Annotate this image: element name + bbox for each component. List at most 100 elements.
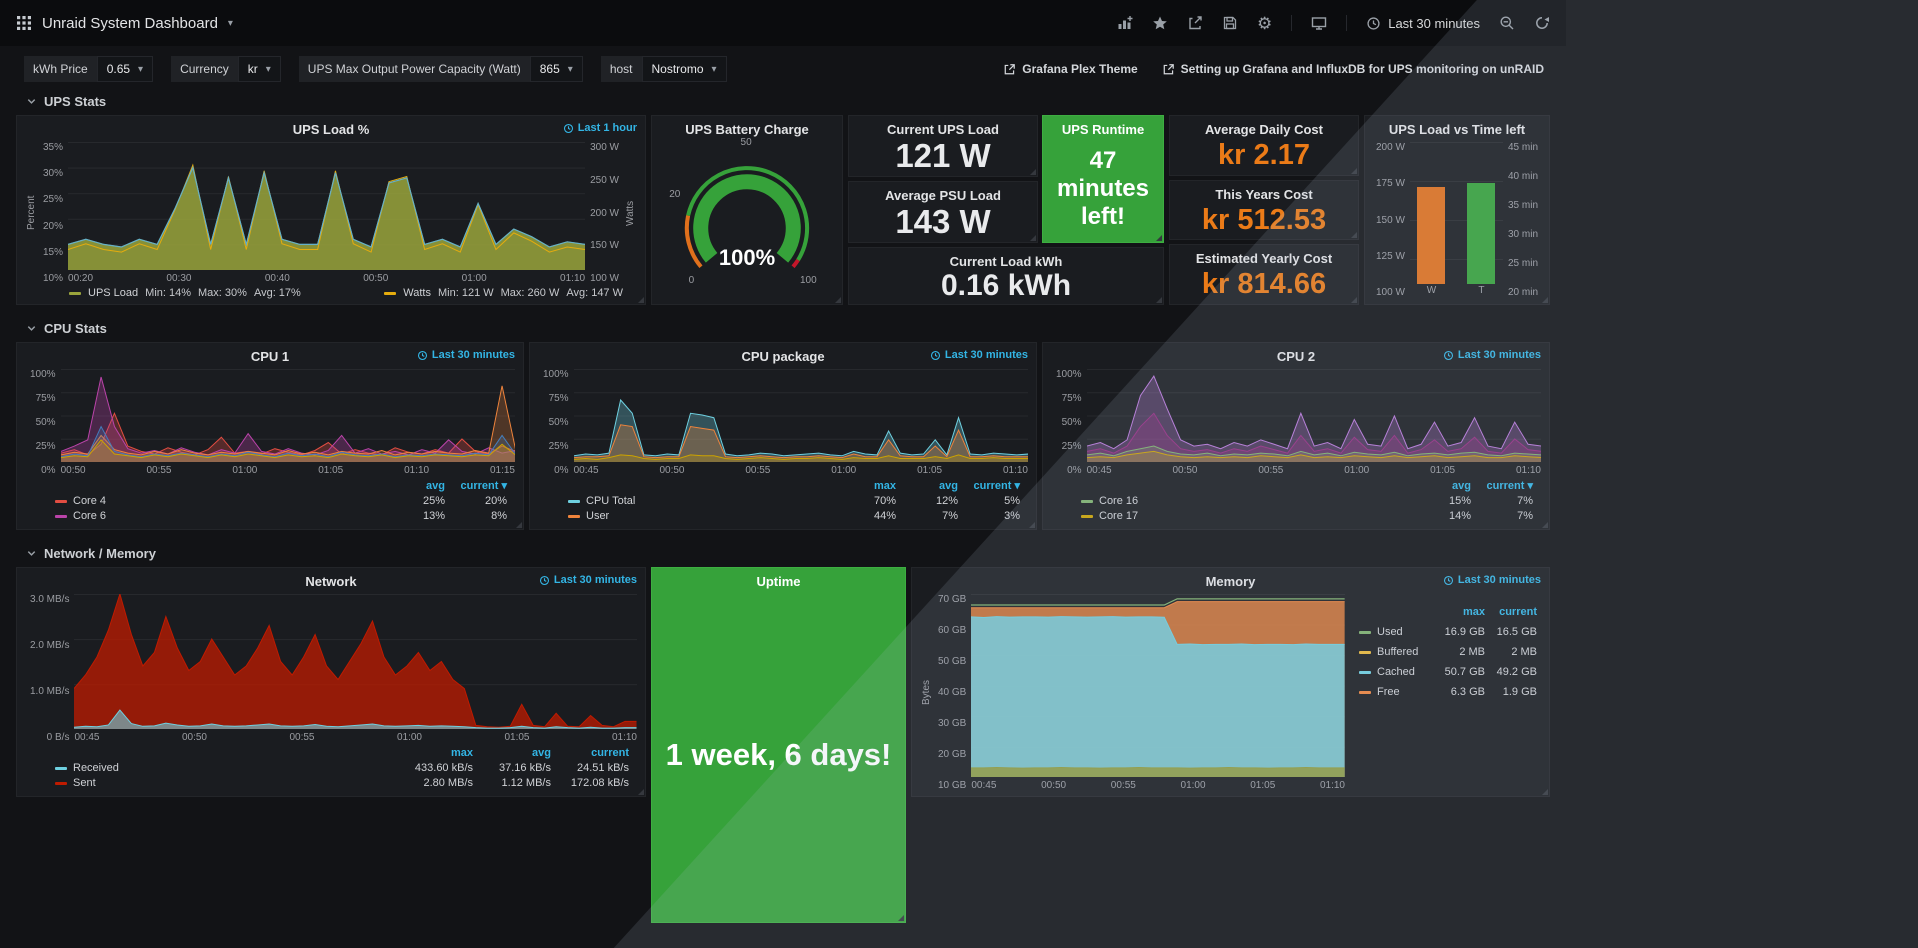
legend-column-header[interactable]: max — [1462, 606, 1485, 618]
variable-currency[interactable]: Currency kr ▾ — [171, 56, 281, 82]
panel-title[interactable]: This Years Cost — [1215, 186, 1313, 202]
legend-series[interactable]: Watts Min: 121 W Max: 260 W Avg: 147 W — [384, 287, 623, 299]
variable-kwh-price[interactable]: kWh Price 0.65 ▾ — [24, 56, 154, 82]
battery-gauge[interactable]: 0 20 50 100 100% — [666, 137, 828, 298]
section-cpu-stats[interactable]: CPU Stats — [26, 321, 1566, 336]
legend-column-header[interactable]: max — [873, 480, 896, 492]
panel-title[interactable]: CPU 1 — [250, 349, 290, 364]
network-chart[interactable] — [74, 594, 637, 729]
link-grafana-influxdb-guide[interactable]: Setting up Grafana and InfluxDB for UPS … — [1162, 62, 1544, 76]
legend-series-label[interactable]: Core 6 — [55, 509, 383, 524]
panel-title[interactable]: Memory — [1205, 574, 1256, 589]
panel-time-override[interactable]: Last 30 minutes — [1443, 349, 1541, 361]
axis-tick: 15% — [43, 246, 64, 258]
axis-tick: 01:10 — [1319, 780, 1345, 791]
panel-title[interactable]: UPS Load % — [292, 122, 370, 137]
legend-column-header[interactable]: avg — [426, 480, 445, 492]
legend-series-label[interactable]: Free — [1359, 682, 1433, 702]
panel-title[interactable]: CPU 2 — [1276, 349, 1316, 364]
variable-label: host — [600, 56, 642, 82]
panel-title[interactable]: Network — [305, 574, 357, 589]
legend-series-label[interactable]: Watts — [403, 287, 431, 299]
variable-value-dropdown[interactable]: 0.65 ▾ — [96, 56, 154, 82]
bar[interactable] — [1467, 182, 1496, 284]
bar[interactable] — [1417, 187, 1446, 284]
legend-series-label[interactable]: Used — [1359, 622, 1433, 642]
legend-series-label[interactable]: CPU Total — [568, 494, 834, 509]
cpu2-chart[interactable] — [1086, 369, 1541, 462]
x-axis: 00:50 00:55 01:00 01:05 01:10 01:15 — [61, 462, 515, 476]
kiosk-monitor-icon[interactable] — [1311, 15, 1327, 31]
legend-series-label[interactable]: Sent — [55, 776, 395, 791]
legend-series-label[interactable]: Received — [55, 761, 395, 776]
legend-column-header[interactable]: avg — [939, 480, 958, 492]
legend-column-header[interactable]: current — [1499, 606, 1537, 618]
axis-tick: 100 W — [1376, 287, 1405, 298]
legend-value: 7% — [942, 510, 958, 522]
panel-title[interactable]: UPS Battery Charge — [685, 122, 809, 137]
apps-icon[interactable] — [16, 15, 32, 31]
panel-title[interactable]: Uptime — [756, 574, 801, 589]
memory-chart[interactable] — [971, 594, 1345, 777]
panel-time-override[interactable]: Last 30 minutes — [1443, 574, 1541, 586]
variable-value-dropdown[interactable]: kr ▾ — [237, 56, 281, 82]
legend-series-label[interactable]: Buffered — [1359, 642, 1433, 662]
star-icon[interactable] — [1152, 15, 1168, 31]
section-ups-stats[interactable]: UPS Stats — [26, 94, 1566, 109]
panel-time-override[interactable]: Last 30 minutes — [930, 349, 1028, 361]
legend-column-header[interactable]: current ▾ — [460, 480, 507, 492]
legend-series-label[interactable]: Core 4 — [55, 494, 383, 509]
panel-title[interactable]: Current UPS Load — [887, 122, 999, 137]
gear-icon[interactable]: ⚙ — [1256, 13, 1273, 33]
link-grafana-plex-theme[interactable]: Grafana Plex Theme — [1003, 62, 1138, 76]
chevron-down-icon: ▾ — [711, 63, 717, 75]
legend-series[interactable]: UPS Load Min: 14% Max: 30% Avg: 17% — [69, 287, 301, 299]
dashboard-title[interactable]: Unraid System Dashboard — [42, 14, 218, 32]
legend-series-label[interactable]: Cached — [1359, 662, 1433, 682]
panel-title[interactable]: Average Daily Cost — [1204, 122, 1323, 137]
cpu1-chart[interactable] — [60, 369, 515, 462]
variable-host[interactable]: host Nostromo ▾ — [600, 56, 727, 82]
panel-title[interactable]: UPS Load vs Time left — [1388, 122, 1526, 137]
stat-value: 47 minutes left! — [1056, 146, 1149, 231]
legend-series-label[interactable]: User — [568, 509, 834, 524]
chart-container: Bytes 70 GB 60 GB 50 GB 40 GB 30 GB 20 GB 10 G… — [920, 594, 1541, 791]
zoom-out-icon[interactable] — [1499, 15, 1515, 31]
panel-time-override[interactable]: Last 30 minutes — [417, 349, 515, 361]
add-panel-icon[interactable] — [1117, 15, 1133, 31]
ups-load-chart[interactable] — [68, 142, 586, 270]
refresh-icon[interactable] — [1534, 15, 1550, 31]
legend-column-header[interactable]: avg — [1452, 480, 1471, 492]
axis-tick: 175 W — [1376, 178, 1405, 190]
time-range-picker[interactable]: Last 30 minutes — [1366, 16, 1480, 31]
panel-title[interactable]: CPU package — [741, 349, 825, 364]
panel-time-override[interactable]: Last 1 hour — [563, 122, 637, 134]
axis-tick: 00:55 — [745, 465, 771, 476]
section-network-memory[interactable]: Network / Memory — [26, 546, 1566, 561]
panel-title[interactable]: UPS Runtime — [1061, 122, 1145, 137]
panel-title[interactable]: Average PSU Load — [885, 188, 1001, 203]
y-axis-left: 35% 30% 25% 20% 15% 10% — [38, 142, 68, 284]
legend-series-label[interactable]: Core 17 — [1081, 509, 1409, 524]
legend-value: 16.5 GB — [1496, 626, 1537, 638]
legend-column-header[interactable]: avg — [532, 747, 551, 759]
panel-title[interactable]: Estimated Yearly Cost — [1195, 251, 1333, 267]
axis-tick: 50% — [1061, 417, 1082, 428]
legend-column-header[interactable]: max — [450, 747, 473, 759]
legend-column-header[interactable]: current — [591, 747, 629, 759]
legend-series-label[interactable]: Core 16 — [1081, 494, 1409, 509]
panel-title[interactable]: Current Load kWh — [949, 254, 1063, 269]
legend-column-header[interactable]: current ▾ — [1486, 480, 1533, 492]
save-icon[interactable] — [1222, 15, 1238, 31]
legend-series-label[interactable]: UPS Load — [88, 287, 139, 299]
cpu-package-chart[interactable] — [573, 369, 1028, 462]
panel-time-override[interactable]: Last 30 minutes — [539, 574, 637, 586]
variable-value-dropdown[interactable]: Nostromo ▾ — [641, 56, 727, 82]
share-icon[interactable] — [1187, 15, 1203, 31]
legend-column-header[interactable]: current ▾ — [973, 480, 1020, 492]
panel-cpu-2: CPU 2 Last 30 minutes 100% 75% 50% 25% 0% 00… — [1042, 342, 1550, 530]
variable-ups-max-output[interactable]: UPS Max Output Power Capacity (Watt) 865… — [298, 56, 583, 82]
time-override-label: Last 30 minutes — [1457, 349, 1541, 361]
variable-value-dropdown[interactable]: 865 ▾ — [529, 56, 583, 82]
